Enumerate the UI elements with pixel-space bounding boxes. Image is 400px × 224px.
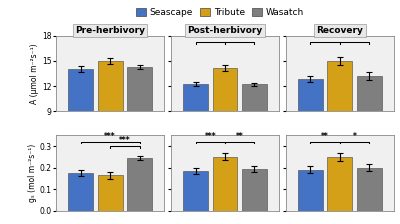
Text: **: **	[321, 32, 329, 41]
Y-axis label: gₛ (mol m⁻²s⁻¹): gₛ (mol m⁻²s⁻¹)	[28, 144, 37, 202]
Bar	[298, 79, 323, 186]
Text: ***: ***	[104, 132, 116, 141]
Bar	[183, 171, 208, 211]
Title: Recovery: Recovery	[316, 26, 363, 35]
Bar	[242, 169, 267, 211]
Bar	[68, 69, 93, 186]
Text: *: *	[352, 132, 356, 141]
Bar	[212, 68, 238, 186]
Text: **: **	[321, 132, 329, 141]
Bar	[127, 67, 152, 186]
Bar	[328, 61, 352, 186]
Bar	[183, 84, 208, 186]
Y-axis label: A (μmol m⁻²s⁻¹): A (μmol m⁻²s⁻¹)	[30, 43, 40, 104]
Title: Pre-herbivory: Pre-herbivory	[75, 26, 145, 35]
Bar	[357, 76, 382, 186]
Text: **: **	[236, 132, 244, 141]
Text: ***: ***	[234, 32, 246, 41]
Title: Post-herbivory: Post-herbivory	[187, 26, 263, 35]
Bar	[127, 158, 152, 211]
Bar	[212, 157, 238, 211]
Legend: Seascape, Tribute, Wasatch: Seascape, Tribute, Wasatch	[132, 4, 308, 21]
Bar	[68, 173, 93, 211]
Bar	[328, 157, 352, 211]
Text: ***: ***	[204, 132, 216, 141]
Bar	[98, 61, 122, 186]
Bar	[242, 84, 267, 186]
Bar	[357, 168, 382, 211]
Text: *: *	[352, 32, 356, 41]
Bar	[298, 170, 323, 211]
Text: ***: ***	[204, 32, 216, 41]
Text: ***: ***	[119, 136, 131, 145]
Bar	[98, 175, 122, 211]
